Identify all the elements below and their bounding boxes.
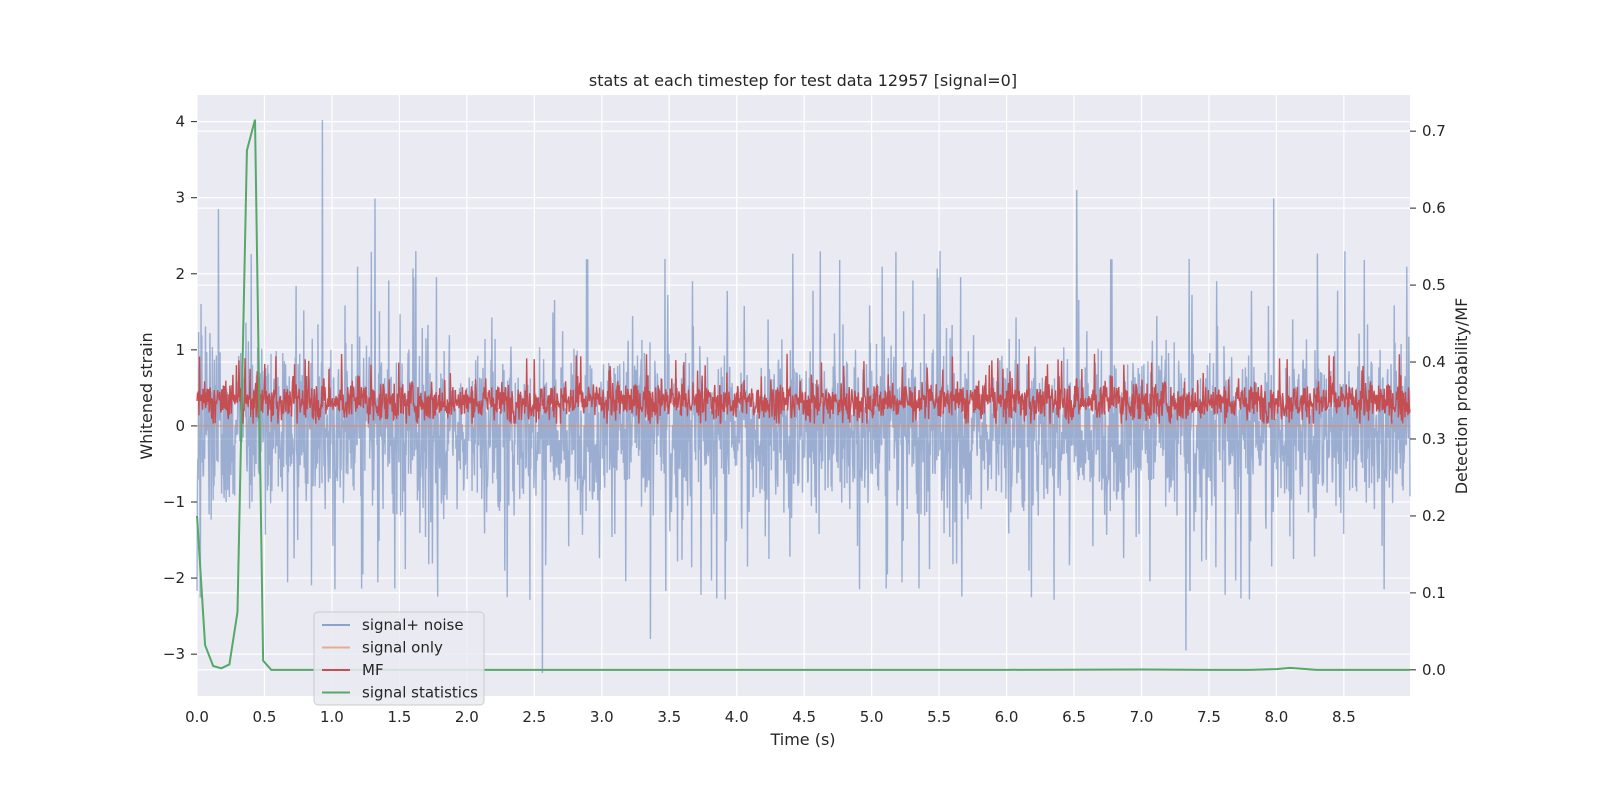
legend-label: signal+ noise	[362, 616, 464, 634]
x-tick-label: 4.0	[725, 708, 749, 726]
legend-label: signal only	[362, 639, 443, 657]
x-tick-label: 4.5	[792, 708, 816, 726]
x-tick-label: 7.5	[1197, 708, 1221, 726]
axis-ticks: 0.0 0.5 1.0 1.5 2.0 2.5 3.0 3.5 4.0 4.5 5.0 5.5 6.0 6…	[163, 113, 1446, 726]
y-left-tick-label: −2	[163, 569, 185, 587]
x-tick-label: 1.5	[387, 708, 411, 726]
series-signal-plus-noise	[196, 120, 1411, 674]
y-right-tick-label: 0.3	[1422, 430, 1446, 448]
y-right-tick-label: 0.2	[1422, 507, 1446, 525]
x-tick-label: 2.0	[455, 708, 479, 726]
y-left-tick-label: 4	[175, 113, 185, 131]
x-tick-label: 1.0	[320, 708, 344, 726]
x-tick-label: 5.0	[860, 708, 884, 726]
legend-label: MF	[362, 661, 384, 679]
y-right-tick-label: 0.0	[1422, 661, 1446, 679]
x-tick-label: 5.5	[927, 708, 951, 726]
y-right-tick-label: 0.1	[1422, 584, 1446, 602]
x-axis-label: Time (s)	[769, 730, 835, 749]
y-right-tick-label: 0.7	[1422, 122, 1446, 140]
y-left-tick-label: 0	[175, 417, 185, 435]
x-tick-label: 8.0	[1264, 708, 1288, 726]
y-left-tick-label: −1	[163, 493, 185, 511]
x-tick-label: 3.0	[590, 708, 614, 726]
y-left-tick-label: 3	[175, 189, 185, 207]
x-tick-label: 6.5	[1062, 708, 1086, 726]
y-axis-left-label: Whitened strain	[137, 332, 156, 459]
y-right-tick-label: 0.4	[1422, 353, 1446, 371]
legend-box	[313, 611, 485, 706]
x-tick-label: 0.0	[185, 708, 209, 726]
x-tick-label: 2.5	[522, 708, 546, 726]
x-tick-label: 6.0	[995, 708, 1019, 726]
legend-label: signal statistics	[362, 684, 478, 702]
x-tick-label: 0.5	[253, 708, 277, 726]
x-tick-label: 8.5	[1332, 708, 1356, 726]
series-mf	[196, 353, 1411, 424]
y-right-tick-label: 0.5	[1422, 276, 1446, 294]
y-left-tick-label: 2	[175, 265, 185, 283]
y-left-tick-label: 1	[175, 341, 185, 359]
data-layer	[196, 119, 1411, 674]
legend: signal+ noise signal only MF signal statist…	[313, 611, 485, 706]
y-left-tick-label: −3	[163, 645, 185, 663]
chart-title: stats at each timestep for test data 129…	[589, 71, 1017, 90]
x-tick-label: 3.5	[657, 708, 681, 726]
y-axis-right-label: Detection probability/MF	[1452, 298, 1471, 495]
x-tick-label: 7.0	[1130, 708, 1154, 726]
y-right-tick-label: 0.6	[1422, 199, 1446, 217]
